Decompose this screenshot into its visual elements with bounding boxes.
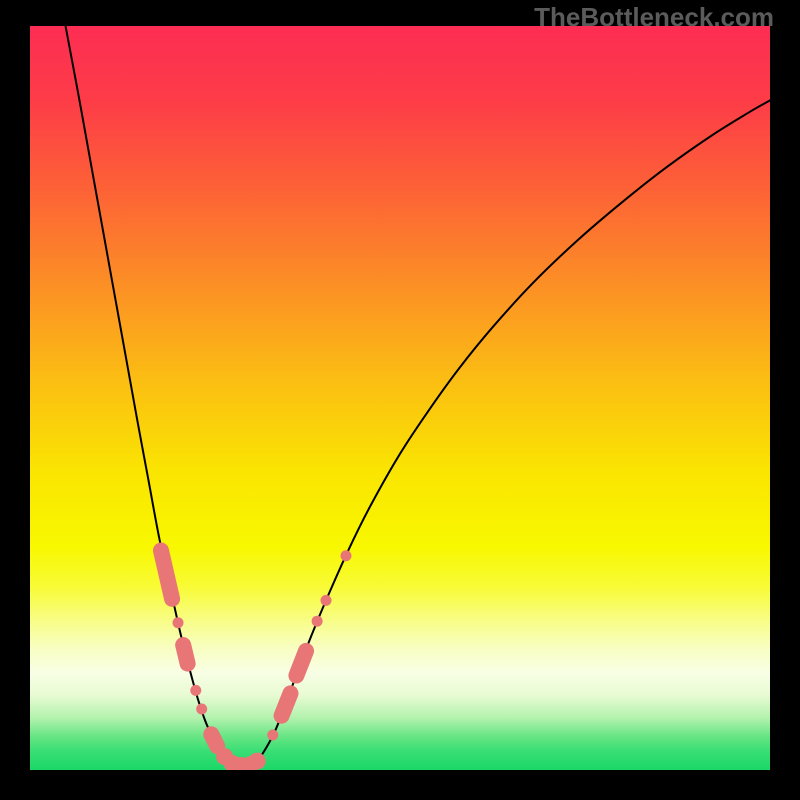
data-marker [161,551,172,599]
chart-curves [30,26,770,770]
data-marker [312,616,323,627]
data-marker [211,734,217,746]
plot-area [30,26,770,770]
data-marker [249,753,266,770]
data-marker [183,645,187,664]
data-marker [173,617,184,628]
data-marker [340,550,351,561]
watermark-text: TheBottleneck.com [534,2,774,33]
data-marker [190,685,201,696]
data-marker [296,651,306,676]
chart-stage: TheBottleneck.com [0,0,800,800]
bottleneck-curve [66,26,770,766]
data-marker [321,595,332,606]
markers-group [161,550,352,770]
data-marker [196,703,207,714]
data-marker [282,693,291,715]
data-marker [267,730,278,741]
